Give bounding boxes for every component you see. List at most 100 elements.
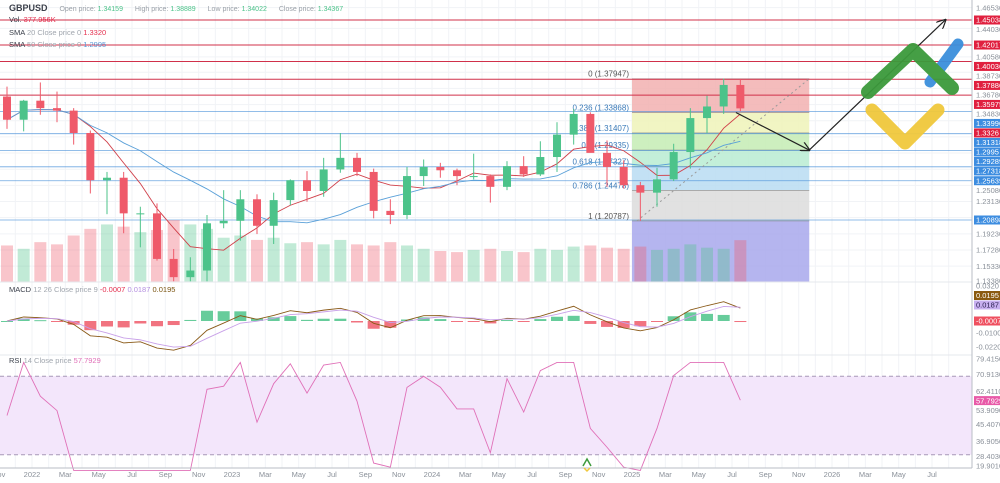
candle-body [603, 152, 612, 167]
candle [286, 179, 295, 206]
time-tick-label: Mar [459, 470, 472, 479]
macd-histogram-bar [534, 319, 547, 321]
candle-body [369, 171, 378, 211]
open-label: Open price: [59, 6, 96, 13]
candle-body [203, 223, 212, 271]
fib-level-label: 0.236 (1.33868) [573, 104, 630, 113]
candle [603, 140, 612, 187]
sma50-legend[interactable]: SMA 50 Close price 0 1.2995 [9, 40, 106, 49]
volume-bar [217, 237, 230, 282]
macd-histogram-bar [601, 321, 614, 327]
support-price-label-bg [974, 118, 1000, 128]
macd-histogram-bar [0, 321, 13, 322]
support-price-label-bg [974, 166, 1000, 176]
macd-histogram-bar [667, 316, 680, 321]
candle-body [353, 157, 362, 172]
candle-body [686, 118, 695, 153]
candle-body [536, 157, 545, 175]
hist-value-label: -0.0007 [976, 317, 1000, 326]
candle [619, 160, 628, 189]
candle [386, 199, 395, 225]
macd-histogram-bar [201, 310, 214, 321]
volume-bar [451, 252, 464, 282]
time-tick-label: Jul [127, 470, 137, 479]
watermark-icon [582, 457, 592, 467]
macd-histogram-bar [734, 321, 747, 323]
hist-value-label-bg [974, 316, 1000, 326]
candle [136, 206, 145, 248]
sma20-legend[interactable]: SMA 20 Close price 0 1.3320 [9, 28, 106, 37]
candle-body [2, 96, 11, 120]
time-tick-label: Mar [659, 470, 672, 479]
macd-histogram-bar [634, 321, 647, 327]
rsi-name: RSI [9, 356, 22, 365]
volume-bar [467, 249, 480, 282]
volume-bar [184, 224, 197, 282]
volume-bar [267, 237, 280, 282]
macd-tick-label: -0.0220 [976, 342, 1000, 351]
macd-histogram-bar [317, 318, 330, 321]
price-tick-label: 1.25080 [976, 186, 1000, 195]
volume-bar [317, 244, 330, 282]
macd-histogram-bar [234, 311, 247, 321]
volume-bar [401, 245, 414, 282]
volume-legend: Vol. 377.956K [9, 15, 56, 24]
macd-histogram-bar [217, 311, 230, 321]
macd-legend[interactable]: MACD 12 26 Close price 9 -0.0007 0.0187 … [9, 285, 175, 294]
time-tick-label: Mar [259, 470, 272, 479]
candle [719, 78, 728, 114]
macd-histogram-bar [284, 316, 297, 321]
resistance-price-label-bg [974, 61, 1000, 71]
volume-bar [84, 228, 97, 282]
candle [669, 143, 678, 182]
volume-bar [351, 244, 364, 282]
rsi-legend[interactable]: RSI 14 Close price 57.7929 [9, 356, 101, 365]
candle-body [486, 176, 495, 187]
volume-bar [34, 242, 47, 282]
price-tick-label: 1.19230 [976, 230, 1000, 239]
macd-histogram-bar [267, 317, 280, 321]
sma20-value: 1.3320 [83, 28, 107, 37]
support-price-label-bg [974, 137, 1000, 147]
watermark-logo [582, 457, 592, 473]
candle-body [386, 210, 395, 216]
rsi-band [0, 376, 972, 455]
time-tick-label: Nov [192, 470, 206, 479]
rsi-value-label-bg [974, 396, 1000, 406]
volume-bar [301, 242, 314, 282]
time-tick-label: 2024 [424, 470, 441, 479]
price-tick-label: 1.46530 [976, 3, 1000, 12]
sma50-name: SMA [9, 40, 25, 49]
macd-histogram-bar [117, 321, 130, 328]
time-tick-label: May [292, 470, 306, 479]
candle-body [36, 100, 45, 109]
volume-bar [101, 224, 114, 282]
candle [503, 161, 512, 191]
resistance-price-label: 1.40036 [976, 62, 1000, 71]
support-price-label-bg [974, 156, 1000, 166]
vol-value: 377.956K [23, 15, 56, 24]
time-tick-label: Mar [59, 470, 72, 479]
macd-tick-label: -0.0100 [976, 328, 1000, 337]
candle [269, 192, 278, 245]
time-tick-label: Nov [792, 470, 806, 479]
macd-histogram-bar [451, 321, 464, 322]
candle [653, 167, 662, 207]
candle-body [469, 176, 478, 178]
candle [553, 122, 562, 172]
volume-bar [617, 248, 630, 282]
support-price-label: 1.33996 [976, 119, 1000, 128]
candle-body [503, 166, 512, 187]
candle-body [636, 185, 645, 193]
candle [703, 95, 712, 133]
logo-yellow-chevron [865, 103, 945, 150]
candle-body [736, 84, 745, 109]
rsi-tick-label: 70.9130 [976, 370, 1000, 379]
support-price-label-bg [974, 215, 1000, 225]
support-price-label: 1.20898 [976, 216, 1000, 225]
time-tick-label: 2025 [624, 470, 641, 479]
rsi-tick-label: 62.4110 [976, 387, 1000, 396]
support-price-label: 1.29289 [976, 157, 1000, 166]
